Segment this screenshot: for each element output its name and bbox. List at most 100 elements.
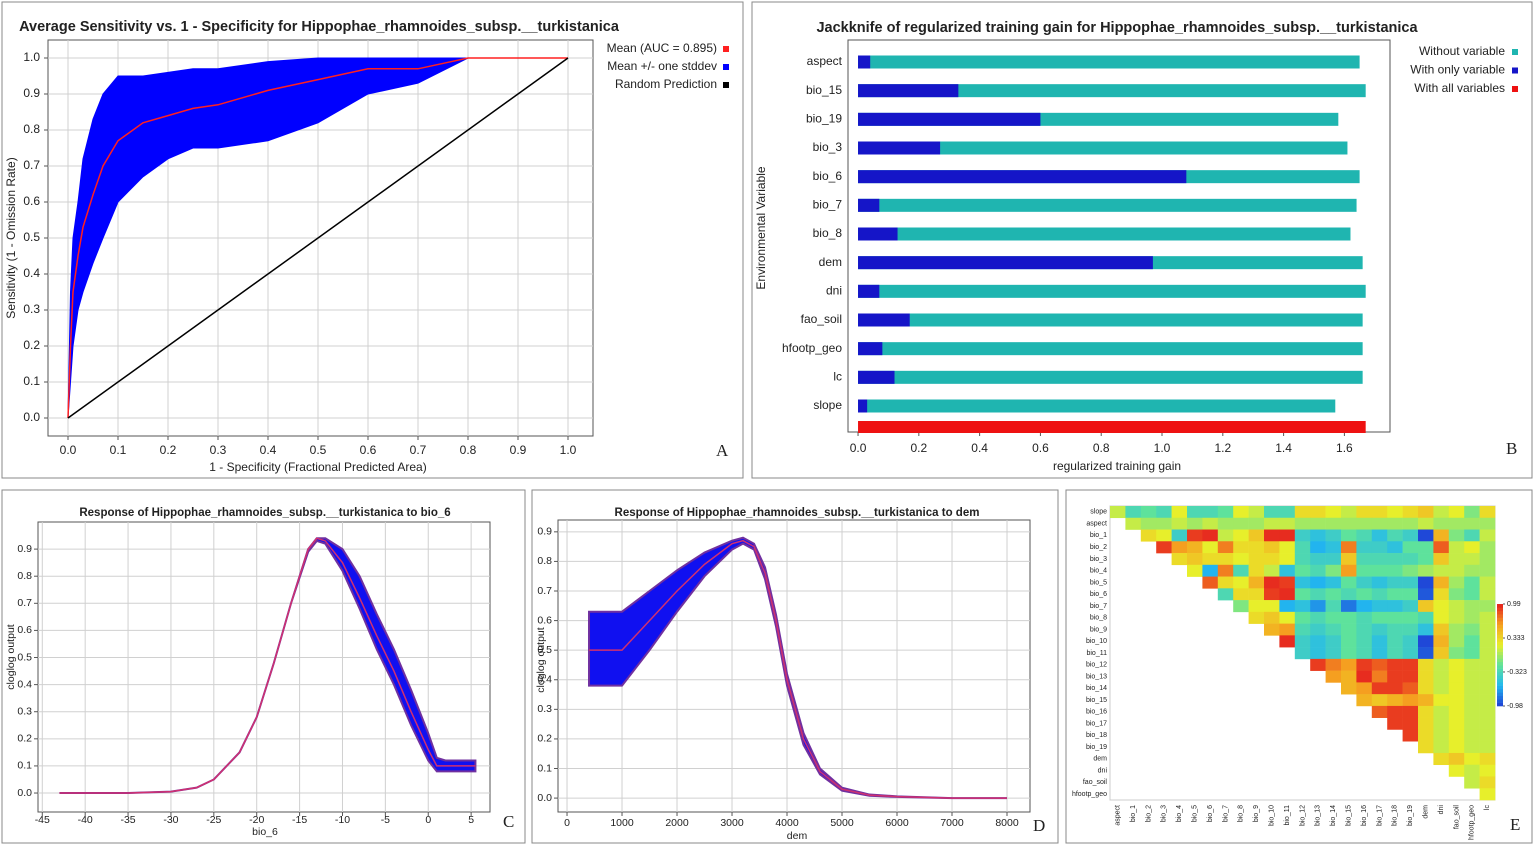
heatmap-cell xyxy=(1294,623,1311,636)
heatmap-cell xyxy=(1341,529,1357,542)
colorbar-segment xyxy=(1497,610,1503,615)
row-label: bio_7 xyxy=(1090,603,1107,610)
heatmap-cell xyxy=(1402,588,1419,601)
legend-label: With only variable xyxy=(1410,63,1505,77)
bar xyxy=(858,421,1366,433)
col-label: lc xyxy=(1484,805,1491,811)
col-label: bio_4 xyxy=(1176,805,1183,822)
heatmap-cell xyxy=(1433,623,1450,636)
heatmap-cell xyxy=(1418,611,1434,624)
heatmap-cell xyxy=(1356,611,1373,624)
heatmap-cell xyxy=(1325,541,1342,554)
panel-label: B xyxy=(1506,439,1517,458)
row-label: aspect xyxy=(1086,520,1107,527)
heatmap-cell xyxy=(1356,600,1373,613)
y-tick-label: 0.5 xyxy=(17,651,32,663)
row-label: bio_18 xyxy=(1086,732,1107,739)
heatmap-cell xyxy=(1387,647,1403,660)
chart-title: Response of Hippophae_rhamnoides_subsp._… xyxy=(79,507,450,519)
heatmap-cell xyxy=(1187,506,1203,519)
x-tick-label: -40 xyxy=(78,814,93,826)
heatmap-cell xyxy=(1248,600,1265,613)
heatmap-cell xyxy=(1464,741,1480,754)
legend-swatch xyxy=(723,46,729,52)
legend-swatch xyxy=(1512,49,1518,55)
heatmap-cell xyxy=(1433,741,1450,754)
x-tick-label: 0.2 xyxy=(160,443,177,457)
x-tick-label: -15 xyxy=(292,814,307,826)
heatmap-cell xyxy=(1418,588,1434,601)
x-tick-label: 0.8 xyxy=(1093,441,1110,455)
chart-title: Response of Hippophae_rhamnoides_subsp._… xyxy=(615,507,980,519)
colorbar-segment xyxy=(1497,648,1503,652)
heatmap-cell xyxy=(1418,694,1434,707)
bar xyxy=(858,84,1366,98)
bar xyxy=(858,399,868,413)
bar xyxy=(858,198,1357,212)
heatmap-cell xyxy=(1433,729,1450,742)
heatmap-cell xyxy=(1341,506,1357,519)
heatmap-cell xyxy=(1310,588,1326,601)
heatmap-cell xyxy=(1371,694,1388,707)
heatmap-cell xyxy=(1187,564,1203,577)
bar xyxy=(858,399,1336,413)
heatmap-cell xyxy=(1310,529,1326,542)
x-tick-label: 4000 xyxy=(775,817,799,829)
heatmap-cell xyxy=(1233,576,1249,589)
heatmap-cell xyxy=(1402,647,1419,660)
heatmap-cell xyxy=(1264,623,1280,636)
chart-title: Jackknife of regularized training gain f… xyxy=(816,20,1418,36)
heatmap-cell xyxy=(1433,529,1450,542)
heatmap-cell xyxy=(1402,694,1419,707)
x-tick-label: -35 xyxy=(120,814,135,826)
y-tick-label: 0.7 xyxy=(17,597,32,609)
y-tick-label: 0.8 xyxy=(537,555,552,567)
colorbar-segment xyxy=(1497,644,1503,649)
y-tick-label: slope xyxy=(813,398,842,412)
heatmap-cell xyxy=(1448,752,1465,766)
bar xyxy=(858,112,1041,126)
heatmap-cell xyxy=(1464,623,1480,636)
heatmap-cell xyxy=(1356,506,1373,519)
col-label: bio_1 xyxy=(1130,805,1137,822)
heatmap-cell xyxy=(1217,529,1234,542)
heatmap-cell xyxy=(1464,764,1480,777)
heatmap-cell xyxy=(1325,600,1342,613)
heatmap-cell xyxy=(1402,729,1419,742)
heatmap-cell xyxy=(1402,576,1419,589)
heatmap-cell xyxy=(1387,694,1403,707)
bar xyxy=(858,370,895,384)
bar xyxy=(858,313,1363,327)
heatmap-cell xyxy=(1356,564,1373,577)
y-tick-label: 0.6 xyxy=(23,194,40,208)
y-tick-label: 0.9 xyxy=(537,526,552,538)
heatmap-cell xyxy=(1464,705,1480,718)
heatmap-cell xyxy=(1279,588,1296,601)
heatmap-cell xyxy=(1217,517,1234,530)
heatmap-cell xyxy=(1387,682,1403,695)
heatmap-cell xyxy=(1448,717,1465,730)
legend-label: Mean (AUC = 0.895) xyxy=(607,41,717,55)
x-tick-label: 0.5 xyxy=(310,443,327,457)
heatmap-cell xyxy=(1433,635,1450,648)
x-tick-label: 5000 xyxy=(830,817,854,829)
heatmap-cell xyxy=(1433,670,1450,683)
heatmap-cell xyxy=(1433,588,1450,601)
row-label: slope xyxy=(1090,509,1107,516)
x-tick-label: 1.4 xyxy=(1275,441,1292,455)
heatmap-cell xyxy=(1479,647,1496,660)
col-label: bio_16 xyxy=(1361,805,1368,826)
row-label: bio_15 xyxy=(1086,697,1107,704)
heatmap-cell xyxy=(1387,717,1403,730)
colorbar-segment xyxy=(1497,651,1503,656)
col-label: bio_19 xyxy=(1407,805,1414,826)
heatmap-cell xyxy=(1356,553,1373,566)
heatmap-cell xyxy=(1464,541,1480,554)
x-tick-label: 0.6 xyxy=(360,443,377,457)
heatmap-cell xyxy=(1387,529,1403,542)
x-tick-label: 0.7 xyxy=(410,443,427,457)
heatmap-cell xyxy=(1479,611,1496,624)
heatmap-cell xyxy=(1464,600,1480,613)
panel-label: A xyxy=(716,441,729,460)
bar xyxy=(858,342,1363,356)
